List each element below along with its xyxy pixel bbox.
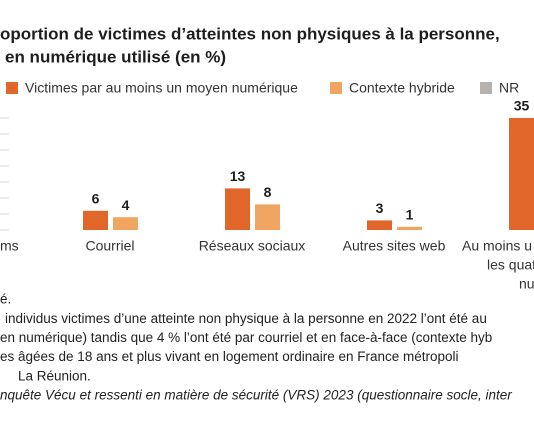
bar <box>225 188 250 230</box>
x-tick-label: Autres sites web <box>343 238 446 254</box>
value-label: 6 <box>92 191 100 207</box>
chart-title: oportion de victimes d’atteintes non phy… <box>0 24 500 43</box>
value-label: 8 <box>264 184 272 200</box>
value-label: 1 <box>406 207 414 223</box>
value-label: 13 <box>230 168 246 184</box>
bar <box>367 220 392 230</box>
chart-title: en numérique utilisé (en %) <box>5 47 226 66</box>
legend-swatch <box>480 82 492 94</box>
bar <box>397 226 422 230</box>
legend-label: Contexte hybride <box>349 80 455 96</box>
bar <box>509 118 534 230</box>
note-text: en numérique) tandis que 4 % l’ont été p… <box>0 330 492 345</box>
x-tick-label: nu <box>519 276 534 292</box>
legend-label: Victimes par au moins un moyen numérique <box>25 80 298 96</box>
bar <box>113 217 138 230</box>
value-label: 4 <box>122 197 130 213</box>
note-text: individus victimes d’une atteinte non ph… <box>5 311 487 326</box>
bar <box>83 210 108 230</box>
legend-swatch <box>330 82 342 94</box>
x-tick-label: ms <box>0 238 19 254</box>
note-text: nquête Vécu et ressenti en matière de sé… <box>0 388 512 403</box>
note-text: La Réunion. <box>18 368 91 383</box>
value-label: 3 <box>376 200 384 216</box>
x-tick-label: Réseaux sociaux <box>199 238 306 254</box>
x-tick-label: les quat <box>487 257 534 273</box>
bar <box>255 204 280 230</box>
x-tick-label: Courriel <box>85 238 134 254</box>
note-text: es âgées de 18 ans et plus vivant en log… <box>0 349 459 364</box>
note-text: é. <box>0 292 11 307</box>
legend-label: NR <box>499 80 519 96</box>
value-label: 35 <box>514 98 530 114</box>
legend-swatch <box>6 82 18 94</box>
x-tick-label: Au moins u <box>462 238 532 254</box>
